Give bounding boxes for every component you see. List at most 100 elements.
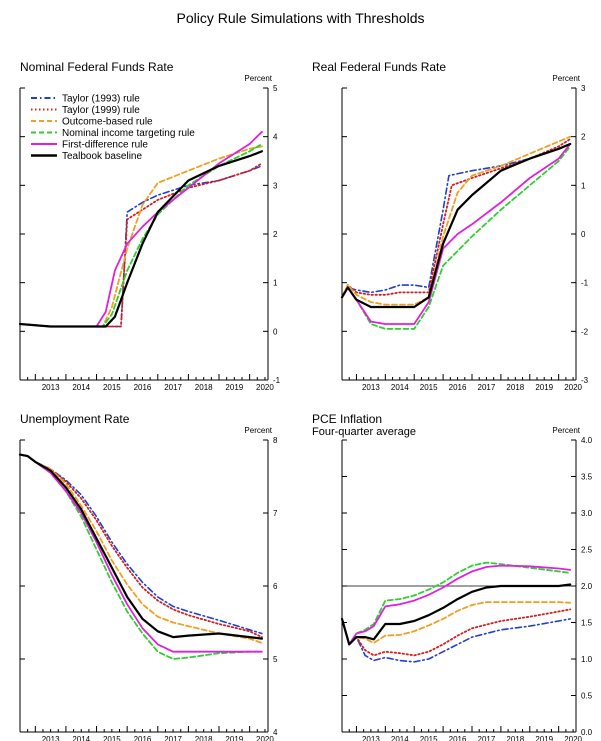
y-tick-label: 0 xyxy=(581,230,586,239)
y-tick-label: -1 xyxy=(581,279,589,288)
x-tick-label: 2017 xyxy=(164,383,182,392)
x-tick-label: 2013 xyxy=(362,735,380,741)
x-tick-label: 2013 xyxy=(362,383,380,392)
legend-label: Nominal income targeting rule xyxy=(62,128,195,139)
y-tick-label: 4 xyxy=(273,133,278,142)
y-tick-label: 0.5 xyxy=(581,692,593,701)
y-tick-label: 1 xyxy=(273,279,278,288)
y-tick-label: 3.0 xyxy=(581,509,593,518)
series-line-nominal-income-targeting-rule xyxy=(341,561,572,646)
legend-label: Taylor (1999) rule xyxy=(62,105,140,116)
x-tick-label: 2018 xyxy=(506,735,524,741)
x-tick-label: 2020 xyxy=(564,383,582,392)
y-tick-label: 0 xyxy=(273,327,278,336)
unit-label: Percent xyxy=(552,426,580,435)
legend-label: First-difference rule xyxy=(62,140,148,151)
series-line-tealbook-baseline xyxy=(340,583,572,646)
x-tick-label: 2015 xyxy=(103,735,121,741)
y-tick-label: 1.5 xyxy=(581,619,593,628)
x-tick-label: 2014 xyxy=(391,383,409,392)
y-tick-label: 4 xyxy=(273,728,278,737)
y-tick-label: 0.0 xyxy=(581,728,593,737)
panel-title-nominal-ffr: Nominal Federal Funds Rate xyxy=(20,60,174,74)
panel-title-unemployment: Unemployment Rate xyxy=(20,412,130,426)
series-line-first-difference-rule xyxy=(341,564,572,646)
y-tick-label: 2 xyxy=(581,133,586,142)
chart-nominal-ffr: Percent -1 0 1 2 3 4 5 2013 2014 2015 2016 2017 2018 2… xyxy=(18,74,281,392)
x-tick-label: 2014 xyxy=(391,735,409,741)
series-line-taylor-1999-rule xyxy=(341,138,572,299)
unit-label: Percent xyxy=(552,74,580,83)
x-tick-label: 2020 xyxy=(256,383,274,392)
series-line-outcome-based-rule xyxy=(19,145,263,328)
x-tick-label: 2018 xyxy=(195,735,213,741)
y-tick-label: 2 xyxy=(273,230,278,239)
series-line-outcome-based-rule xyxy=(341,135,572,306)
chart-real-ffr: Percent -3 -2 -1 0 1 2 3 2013 2014 2015 2016 2017 201… xyxy=(340,74,589,392)
x-tick-label: 2019 xyxy=(535,735,553,741)
x-tick-label: 2015 xyxy=(103,383,121,392)
x-tick-label: 2014 xyxy=(72,383,90,392)
y-tick-label: -3 xyxy=(581,376,589,385)
x-tick-label: 2017 xyxy=(478,383,496,392)
y-tick-label: 1.0 xyxy=(581,655,593,664)
x-tick-label: 2018 xyxy=(506,383,524,392)
x-tick-label: 2015 xyxy=(420,383,438,392)
series-line-nominal-income-targeting-rule xyxy=(19,143,263,328)
y-tick-label: -1 xyxy=(273,376,281,385)
y-tick-label: 6 xyxy=(273,582,278,591)
x-tick-label: 2015 xyxy=(420,735,438,741)
series-line-tealbook-baseline xyxy=(18,453,263,640)
y-tick-label: 2.5 xyxy=(581,546,593,555)
panel-title-pce-inflation: PCE Inflation xyxy=(312,412,383,426)
series-line-tealbook-baseline xyxy=(18,150,263,328)
x-tick-label: 2019 xyxy=(225,383,243,392)
series-line-taylor-1999-rule xyxy=(19,453,263,638)
series-line-tealbook-baseline xyxy=(340,142,572,309)
y-tick-label: 7 xyxy=(273,509,278,518)
x-tick-label: 2019 xyxy=(225,735,243,741)
series-line-nominal-income-targeting-rule xyxy=(19,453,263,660)
x-tick-label: 2016 xyxy=(134,735,152,741)
series-line-first-difference-rule xyxy=(341,143,572,325)
x-tick-label: 2020 xyxy=(256,735,274,741)
x-tick-label: 2016 xyxy=(449,735,467,741)
y-tick-label: 5 xyxy=(273,655,278,664)
y-tick-label: 1 xyxy=(581,181,586,190)
series-line-outcome-based-rule xyxy=(19,453,263,644)
legend-label: Outcome-based rule xyxy=(62,117,153,128)
y-tick-label: 5 xyxy=(273,84,278,93)
series-line-taylor-1999-rule xyxy=(341,608,572,657)
y-tick-label: 3 xyxy=(581,84,586,93)
y-tick-label: 3 xyxy=(273,181,278,190)
chart-pce-inflation: Percent 0.0 0.5 1.0 1.5 2.0 2.5 3.0 3.5 4.0 2013 20… xyxy=(340,426,593,741)
panel-subtitle-pce-inflation: Four-quarter average xyxy=(312,426,416,438)
unit-label: Percent xyxy=(244,426,272,435)
y-tick-label: 8 xyxy=(273,436,278,445)
y-tick-label: 4.0 xyxy=(581,436,593,445)
x-tick-label: 2020 xyxy=(564,735,582,741)
x-tick-label: 2016 xyxy=(134,383,152,392)
x-tick-label: 2017 xyxy=(164,735,182,741)
series-line-taylor-1993-rule xyxy=(341,143,571,299)
series-line-taylor-1993-rule xyxy=(19,453,263,635)
page-title: Policy Rule Simulations with Thresholds xyxy=(176,10,425,26)
x-tick-label: 2014 xyxy=(72,735,90,741)
x-tick-label: 2013 xyxy=(42,735,60,741)
x-tick-label: 2018 xyxy=(195,383,213,392)
legend-label: Tealbook baseline xyxy=(62,151,142,162)
panel-title-real-ffr: Real Federal Funds Rate xyxy=(312,60,447,74)
series-line-taylor-1993-rule xyxy=(341,618,571,663)
y-tick-label: 2.0 xyxy=(581,582,593,591)
x-tick-label: 2013 xyxy=(42,383,60,392)
legend-label: Taylor (1993) rule xyxy=(62,94,140,105)
x-tick-label: 2016 xyxy=(449,383,467,392)
x-tick-label: 2019 xyxy=(535,383,553,392)
y-tick-label: 3.5 xyxy=(581,473,593,482)
unit-label: Percent xyxy=(244,74,272,83)
chart-unemployment: Percent 4 5 6 7 8 2013 2014 2015 2016 2017 2018 2019… xyxy=(18,426,278,741)
x-tick-label: 2017 xyxy=(478,735,496,741)
y-tick-label: -2 xyxy=(581,327,589,336)
